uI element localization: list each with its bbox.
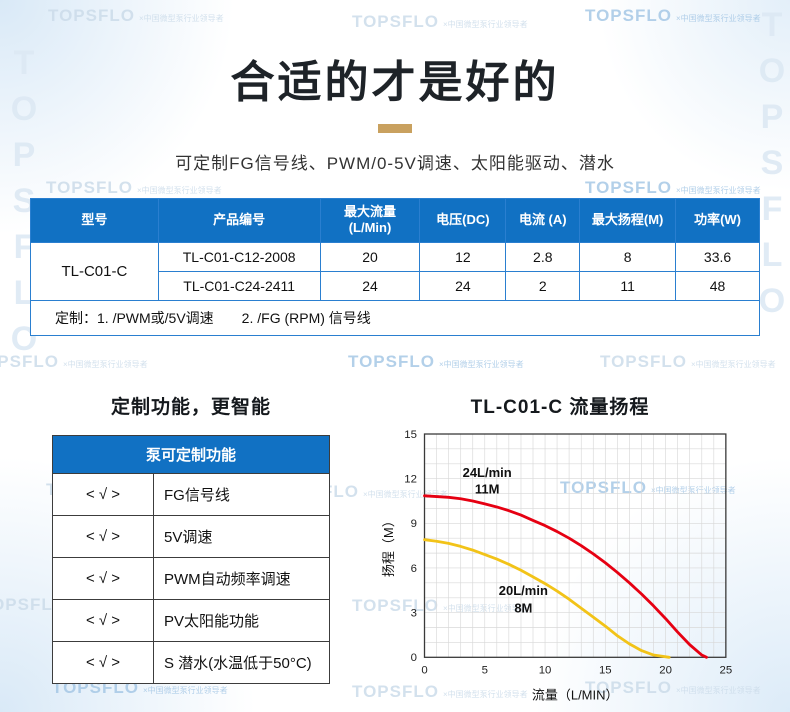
col-max-flow: 最大流量 (L/Min) bbox=[319, 198, 421, 243]
model-cell: TL-C01-C bbox=[30, 241, 159, 301]
svg-text:扬程（M）: 扬程（M） bbox=[381, 514, 396, 577]
feature-table-title: 泵可定制功能 bbox=[52, 434, 330, 474]
bottom-section: 定制功能，更智能 泵可定制功能 < √ > FG信号线 < √ > bbox=[0, 386, 790, 710]
feature-mark: < √ > bbox=[52, 556, 154, 600]
svg-text:流量（L/MIN）: 流量（L/MIN） bbox=[532, 687, 619, 702]
feature-label: 5V调速 bbox=[153, 514, 330, 558]
customization-note: 定制：1. /PWM或/5V调速 2. /FG (RPM) 信号线 bbox=[30, 299, 760, 336]
col-current: 电流 (A) bbox=[505, 198, 581, 243]
head-cell: 8 bbox=[579, 241, 677, 272]
features-section: 定制功能，更智能 泵可定制功能 < √ > FG信号线 < √ > bbox=[26, 386, 356, 684]
spec-table: 型号 产品编号 最大流量 (L/Min) 电压(DC) 电流 (A) 最大扬程(… bbox=[30, 198, 760, 336]
svg-text:25: 25 bbox=[720, 664, 733, 676]
svg-text:0: 0 bbox=[421, 664, 427, 676]
svg-text:20L/min: 20L/min bbox=[499, 582, 548, 597]
svg-text:5: 5 bbox=[482, 664, 488, 676]
feature-row: < √ > FG信号线 bbox=[52, 472, 330, 516]
col-voltage: 电压(DC) bbox=[419, 198, 507, 243]
svg-text:12: 12 bbox=[404, 473, 417, 485]
flow-cell: 20 bbox=[319, 241, 421, 272]
watermark: TOPSFLO×中国微型泵行业领导者 bbox=[352, 12, 528, 31]
watermark: TOPSFLO×中国微型泵行业领导者 bbox=[48, 6, 224, 25]
svg-text:3: 3 bbox=[411, 607, 417, 619]
product-code-cell: TL-C01-C12-2008 bbox=[157, 241, 321, 272]
flow-cell: 24 bbox=[319, 270, 421, 301]
voltage-cell: 12 bbox=[419, 241, 507, 272]
power-cell: 48 bbox=[675, 270, 760, 301]
feature-table: 泵可定制功能 < √ > FG信号线 < √ > 5V调速 bbox=[52, 434, 330, 684]
feature-label: PWM自动频率调速 bbox=[153, 556, 330, 600]
feature-mark: < √ > bbox=[52, 598, 154, 642]
col-max-head: 最大扬程(M) bbox=[579, 198, 677, 243]
svg-text:24L/min: 24L/min bbox=[463, 465, 512, 480]
feature-label: S 潜水(水温低于50°C) bbox=[153, 640, 330, 684]
col-product-code: 产品编号 bbox=[157, 198, 321, 243]
svg-text:10: 10 bbox=[539, 664, 552, 676]
current-cell: 2 bbox=[505, 270, 581, 301]
feature-mark: < √ > bbox=[52, 640, 154, 684]
power-cell: 33.6 bbox=[675, 241, 760, 272]
svg-text:15: 15 bbox=[599, 664, 612, 676]
feature-row: < √ > 5V调速 bbox=[52, 514, 330, 558]
title-divider bbox=[378, 124, 412, 133]
product-code-cell: TL-C01-C24-2411 bbox=[157, 270, 321, 301]
col-power: 功率(W) bbox=[675, 198, 760, 243]
svg-text:0: 0 bbox=[411, 652, 417, 664]
svg-text:15: 15 bbox=[404, 428, 417, 440]
features-heading: 定制功能，更智能 bbox=[110, 396, 271, 418]
spec-row: TL-C01-C TL-C01-C12-2008 20 12 2.8 8 33.… bbox=[30, 241, 760, 301]
spec-row: TL-C01-C24-2411 24 24 2 11 48 bbox=[31, 270, 760, 301]
svg-text:11M: 11M bbox=[475, 481, 500, 496]
feature-label: FG信号线 bbox=[153, 472, 330, 516]
svg-text:9: 9 bbox=[411, 518, 417, 530]
feature-table-header-row: 泵可定制功能 bbox=[52, 434, 330, 474]
svg-text:20: 20 bbox=[659, 664, 672, 676]
col-model: 型号 bbox=[30, 198, 159, 243]
current-cell: 2.8 bbox=[505, 241, 581, 272]
head-cell: 11 bbox=[579, 270, 677, 301]
svg-text:8M: 8M bbox=[514, 600, 532, 615]
feature-row: < √ > PV太阳能功能 bbox=[52, 598, 330, 642]
voltage-cell: 24 bbox=[419, 270, 507, 301]
spec-header-row: 型号 产品编号 最大流量 (L/Min) 电压(DC) 电流 (A) 最大扬程(… bbox=[30, 198, 760, 243]
feature-mark: < √ > bbox=[52, 514, 154, 558]
spec-note-row: 定制：1. /PWM或/5V调速 2. /FG (RPM) 信号线 bbox=[30, 299, 760, 336]
feature-mark: < √ > bbox=[52, 472, 154, 516]
svg-text:6: 6 bbox=[411, 562, 417, 574]
page-title: 合适的才是好的 bbox=[230, 58, 560, 107]
watermark: TOPSFLO×中国微型泵行业领导者 bbox=[585, 6, 761, 25]
feature-label: PV太阳能功能 bbox=[153, 598, 330, 642]
feature-row: < √ > PWM自动频率调速 bbox=[52, 556, 330, 600]
subtitle: 可定制FG信号线、PWM/0-5V调速、太阳能驱动、潜水 bbox=[175, 154, 615, 173]
chart-title: TL-C01-C 流量扬程 bbox=[470, 396, 650, 418]
flow-head-chart: TL-C01-C 流量扬程 0 5 10 15 20 25 0 3 6 9 12 15 24L/min 1… bbox=[356, 386, 764, 710]
feature-row: < √ > S 潜水(水温低于50°C) bbox=[52, 640, 330, 684]
